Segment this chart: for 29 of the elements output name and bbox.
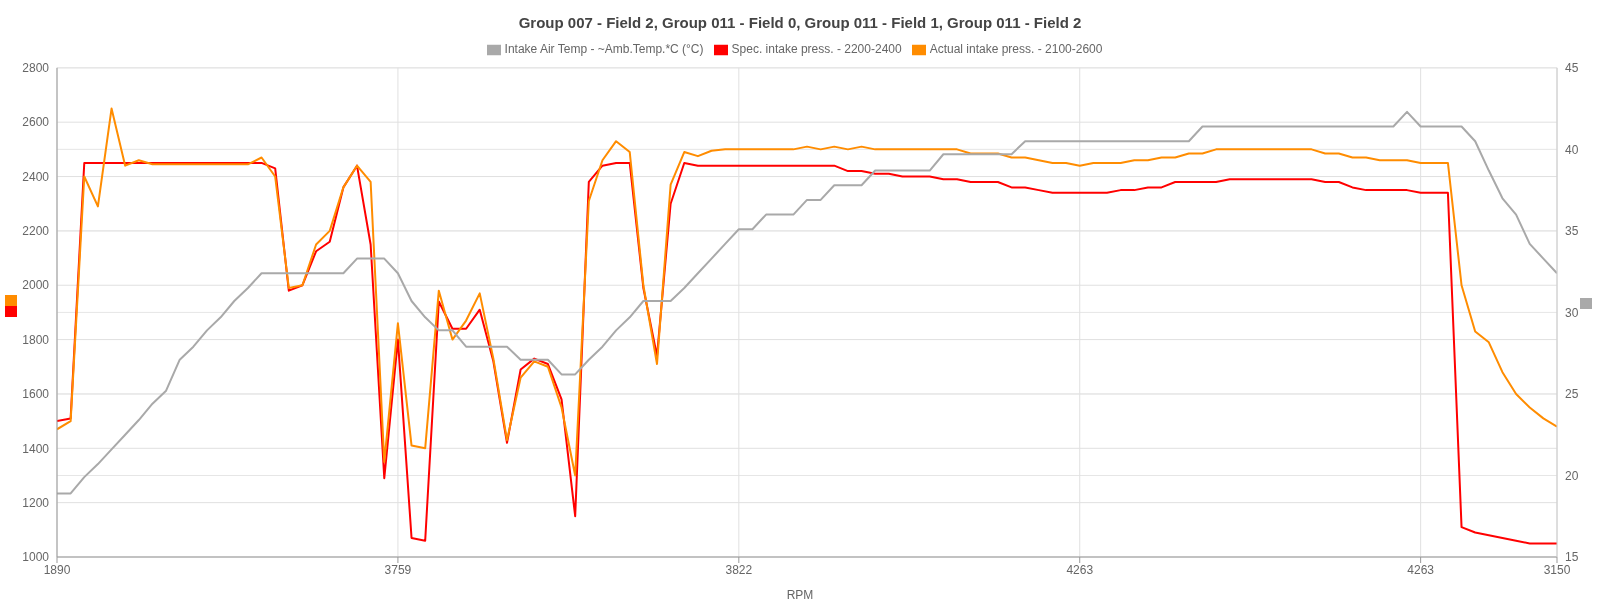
- y2-tick-label: 25: [1565, 387, 1579, 402]
- y-tick-label: 1600: [22, 387, 50, 402]
- x-axis-title: RPM: [785, 588, 815, 602]
- chart-title: Group 007 - Field 2, Group 011 - Field 0, Group 011 - Field 1, Group 011 - Field 2: [517, 14, 1083, 31]
- y2-tick-label: 15: [1565, 550, 1579, 565]
- y-tick-label: 1800: [22, 332, 50, 347]
- y2-tick-label: 45: [1565, 61, 1579, 76]
- y-tick-label: 1400: [22, 441, 50, 456]
- y2-tick-label: 20: [1565, 468, 1579, 483]
- x-tick-label: 3822: [725, 562, 753, 577]
- y-tick-label: 2000: [22, 278, 50, 293]
- legend-label: Intake Air Temp - ~Amb.Temp.*C (°C): [504, 42, 704, 56]
- y2-tick-label: 30: [1565, 305, 1579, 320]
- line-series: [57, 161, 1557, 545]
- legend-label: Actual intake press. - 2100-2600: [929, 42, 1103, 56]
- legend-label: Spec. intake press. - 2200-2400: [731, 42, 902, 56]
- y-tick-label: 1000: [22, 550, 50, 565]
- y2-tick-label: 35: [1565, 224, 1579, 239]
- x-tick-label: 3759: [384, 562, 412, 577]
- y-tick-label: 1200: [22, 495, 50, 510]
- x-tick-label: 4263: [1066, 562, 1094, 577]
- y-tick-label: 2800: [22, 61, 50, 76]
- y2-tick-label: 40: [1565, 142, 1579, 157]
- y-tick-label: 2200: [22, 224, 50, 239]
- y-tick-label: 2400: [22, 169, 50, 184]
- x-tick-label: 3150: [1543, 562, 1571, 577]
- x-tick-label: 1890: [43, 562, 71, 577]
- x-tick-label: 4263: [1407, 562, 1435, 577]
- y-tick-label: 2600: [22, 115, 50, 130]
